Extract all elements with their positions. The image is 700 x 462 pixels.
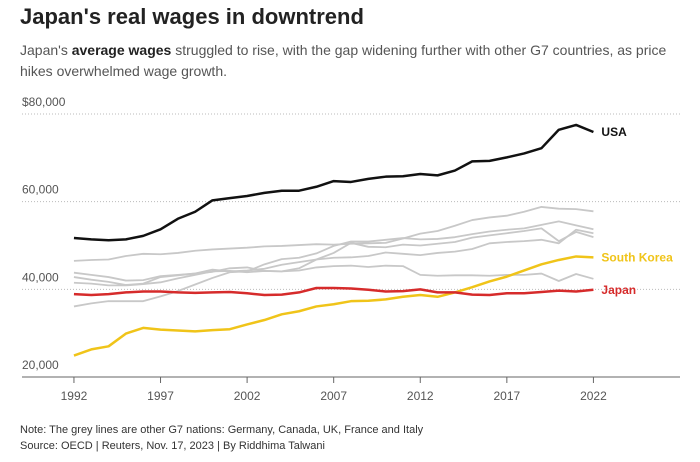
- series-line: [73, 227, 594, 286]
- series-line: [73, 123, 594, 242]
- y-tick-label: 40,000: [22, 270, 59, 284]
- series-label: Japan: [601, 283, 636, 297]
- x-tick-label: 2002: [234, 389, 261, 403]
- x-tick-label: 2007: [320, 389, 347, 403]
- source: Source: OECD | Reuters, Nov. 17, 2023 | …: [20, 440, 325, 452]
- subtitle-text: Japan's: [20, 42, 72, 58]
- note: Note: The grey lines are other G7 nation…: [20, 424, 424, 436]
- series-line: [73, 264, 594, 287]
- y-tick-label: 60,000: [22, 183, 59, 197]
- x-tick-label: 1997: [147, 389, 174, 403]
- y-tick-label: 20,000: [22, 358, 59, 372]
- x-tick-label: 2017: [493, 389, 520, 403]
- chart-title: Japan's real wages in downtrend: [20, 4, 364, 29]
- x-tick-label: 2012: [407, 389, 434, 403]
- x-tick-label: 1992: [61, 389, 88, 403]
- series-line: [73, 220, 594, 308]
- subtitle-emphasis: average wages: [71, 42, 172, 58]
- y-tick-label: $80,000: [22, 95, 66, 109]
- subtitle-text: struggled to rise, with the gap widening…: [20, 42, 667, 79]
- x-tick-label: 2022: [580, 389, 607, 403]
- chart-subtitle: Japan's average wages struggled to rise,…: [20, 40, 680, 82]
- series-line: [73, 255, 594, 357]
- series-label: South Korea: [601, 250, 673, 264]
- series-line: [73, 206, 594, 262]
- series-line: [73, 286, 594, 297]
- series-label: USA: [601, 125, 627, 139]
